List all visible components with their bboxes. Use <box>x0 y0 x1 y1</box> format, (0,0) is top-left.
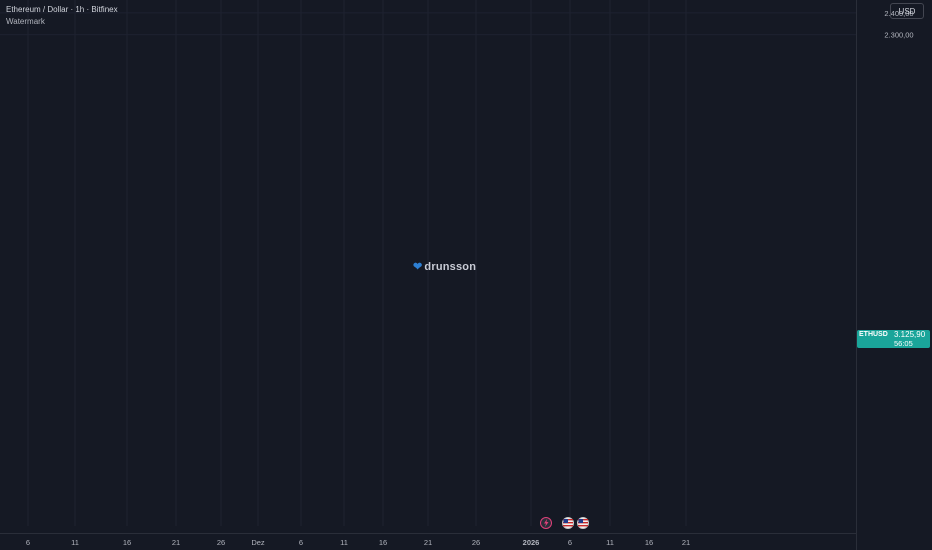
brand-watermark: ❤ drunsson <box>413 260 476 273</box>
time-axis-label: 16 <box>123 538 131 547</box>
last-price-tag: ETHUSD 3.125,90 56:05 <box>857 330 930 348</box>
time-axis-label: 6 <box>568 538 572 547</box>
time-axis-label: 6 <box>26 538 30 547</box>
time-axis-label: 6 <box>299 538 303 547</box>
us-flag-icon[interactable] <box>577 517 589 529</box>
time-axis-label: 21 <box>682 538 690 547</box>
time-axis-label: 26 <box>472 538 480 547</box>
currency-button[interactable]: USD <box>890 3 924 19</box>
time-axis-label: 11 <box>340 538 348 547</box>
time-axis-label: 2026 <box>523 538 540 547</box>
price-tag-symbol: ETHUSD <box>859 331 888 338</box>
time-axis-label: 16 <box>645 538 653 547</box>
time-axis-label: 16 <box>379 538 387 547</box>
price-tag-value: 3.125,90 <box>894 330 926 339</box>
heart-icon: ❤ <box>413 261 423 273</box>
brand-name: drunsson <box>424 261 477 273</box>
price-tag-countdown: 56:05 <box>894 339 913 348</box>
watermark-indicator-label[interactable]: Watermark <box>6 17 45 26</box>
lightning-icon[interactable] <box>540 517 552 529</box>
time-axis-label: 21 <box>172 538 180 547</box>
time-axis-label: 11 <box>606 538 614 547</box>
time-axis-label: 21 <box>424 538 432 547</box>
time-axis-label: 26 <box>217 538 225 547</box>
time-axis-label: 11 <box>71 538 79 547</box>
symbol-title[interactable]: Ethereum / Dollar · 1h · Bitfinex <box>6 5 118 14</box>
time-axis-label: Dez <box>251 538 265 547</box>
price-axis-label: 2.300,00 <box>884 31 913 40</box>
us-flag-icon[interactable] <box>562 517 574 529</box>
price-axis-label: 2.400,00 <box>884 9 913 18</box>
